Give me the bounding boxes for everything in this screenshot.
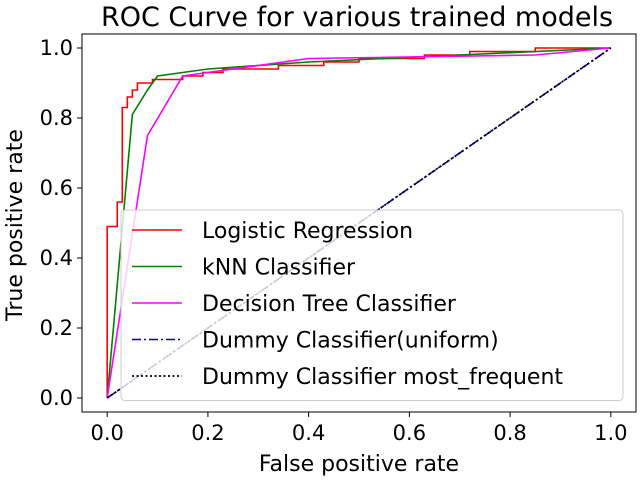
x-tick-label: 0.2 (191, 421, 224, 445)
y-tick-label: 1.0 (40, 36, 73, 60)
legend-label-3: Decision Tree Classifier (202, 292, 457, 317)
plot-frame (81, 33, 637, 413)
legend-label-5: Dummy Classifier most_frequent (202, 365, 563, 390)
legend-label-2: kNN Classifier (202, 256, 356, 281)
x-tick-label: 0.0 (90, 421, 123, 445)
legend-label-1: Logistic Regression (202, 219, 413, 244)
y-tick-label: 0.8 (40, 106, 73, 130)
x-tick-label: 1.0 (594, 421, 627, 445)
y-tick-label: 0.0 (40, 386, 73, 410)
series-line-3 (106, 47, 611, 399)
legend-box (120, 209, 624, 401)
x-tick-label: 0.6 (393, 421, 426, 445)
y-tick-label: 0.2 (40, 316, 73, 340)
x-tick-label: 0.8 (493, 421, 526, 445)
x-axis: 0.0 0.2 0.4 0.6 0.8 1.0 (90, 412, 628, 445)
chart-title: ROC Curve for various trained models (101, 2, 613, 33)
legend: Logistic Regression kNN Classifier Decisio… (120, 209, 624, 401)
x-axis-label: False positive rate (259, 452, 459, 477)
legend-label-4: Dummy Classifier(uniform) (202, 329, 499, 354)
y-tick-label: 0.6 (40, 176, 73, 200)
y-axis: 0.0 0.2 0.4 0.6 0.8 1.0 (40, 36, 82, 410)
y-axis-label: True positive rate (3, 129, 28, 322)
y-tick-label: 0.4 (40, 246, 73, 270)
x-tick-label: 0.4 (292, 421, 325, 445)
